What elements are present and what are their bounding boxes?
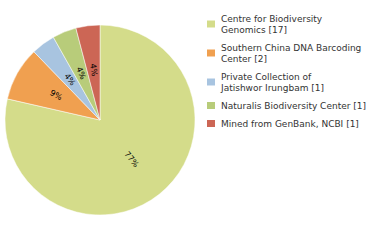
svg-text:4%: 4% xyxy=(62,72,77,88)
svg-text:Jatishwor Irungbam [1]: Jatishwor Irungbam [1] xyxy=(220,83,324,93)
svg-text:9%: 9% xyxy=(48,88,64,102)
svg-text:Centre for Biodiversity: Centre for Biodiversity xyxy=(221,14,323,24)
svg-text:4%: 4% xyxy=(75,66,88,82)
svg-text:Genomics [17]: Genomics [17] xyxy=(221,25,287,35)
svg-text:Naturalis Biodiversity Center: Naturalis Biodiversity Center [1] xyxy=(221,101,366,111)
svg-text:77%: 77% xyxy=(122,150,140,170)
svg-text:Mined from GenBank, NCBI [1]: Mined from GenBank, NCBI [1] xyxy=(221,119,359,129)
svg-text:Center [2]: Center [2] xyxy=(221,54,267,64)
svg-text:4%: 4% xyxy=(88,63,99,77)
svg-text:Southern China DNA Barcoding: Southern China DNA Barcoding xyxy=(221,43,361,53)
svg-text:Private Collection of: Private Collection of xyxy=(221,72,312,82)
